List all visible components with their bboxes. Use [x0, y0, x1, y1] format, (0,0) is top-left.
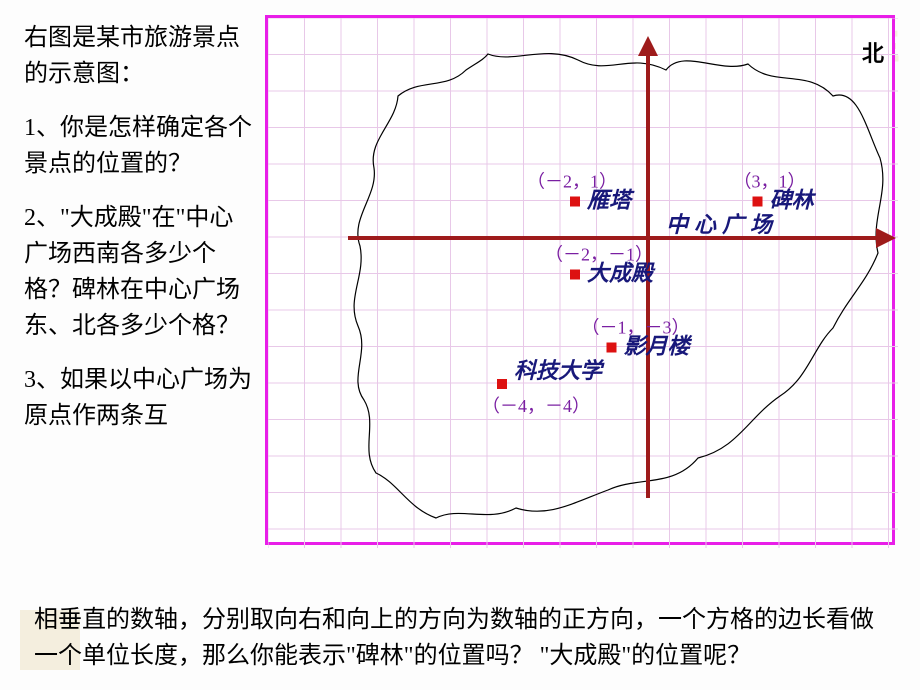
- svg-text:（－2，1）: （－2，1）: [527, 172, 617, 192]
- north-indicator: 北: [862, 36, 884, 68]
- svg-text:（3，1）: （3，1）: [734, 172, 806, 192]
- diagram-svg: 中心广场 雁塔（－2，1）碑林（3，1）大成殿（－2，－1）影月楼（－1，－3）…: [268, 18, 898, 548]
- question-2: 2、"大成殿"在"中心广场西南各多少个格？碑林在中心广场东、北各多少个格？: [24, 200, 256, 344]
- intro-text: 右图是某市旅游景点的示意图：: [24, 20, 256, 92]
- svg-text:科技大学: 科技大学: [514, 358, 605, 383]
- question-1: 1、你是怎样确定各个景点的位置的？: [24, 110, 256, 182]
- svg-text:（－4，－4）: （－4，－4）: [482, 396, 590, 416]
- map-diagram: 北 中心广场 雁塔（－2，1）碑林（3，1）大成殿（－2，－1）影月楼（－1，－…: [265, 15, 895, 545]
- bottom-continuation-text: 相垂直的数轴，分别取向右和向上的方向为数轴的正方向，一个方格的边长看做一个单位长…: [34, 602, 890, 674]
- svg-text:中心广场: 中心广场: [666, 212, 778, 237]
- grid: [268, 18, 898, 548]
- question-text-block: 右图是某市旅游景点的示意图： 1、你是怎样确定各个景点的位置的？ 2、"大成殿"…: [24, 20, 256, 452]
- svg-text:（－2，－1）: （－2，－1）: [545, 245, 653, 265]
- svg-text:（－1，－3）: （－1，－3）: [582, 318, 690, 338]
- region-outline: [354, 54, 883, 518]
- question-3-part: 3、如果以中心广场为原点作两条互: [24, 362, 256, 434]
